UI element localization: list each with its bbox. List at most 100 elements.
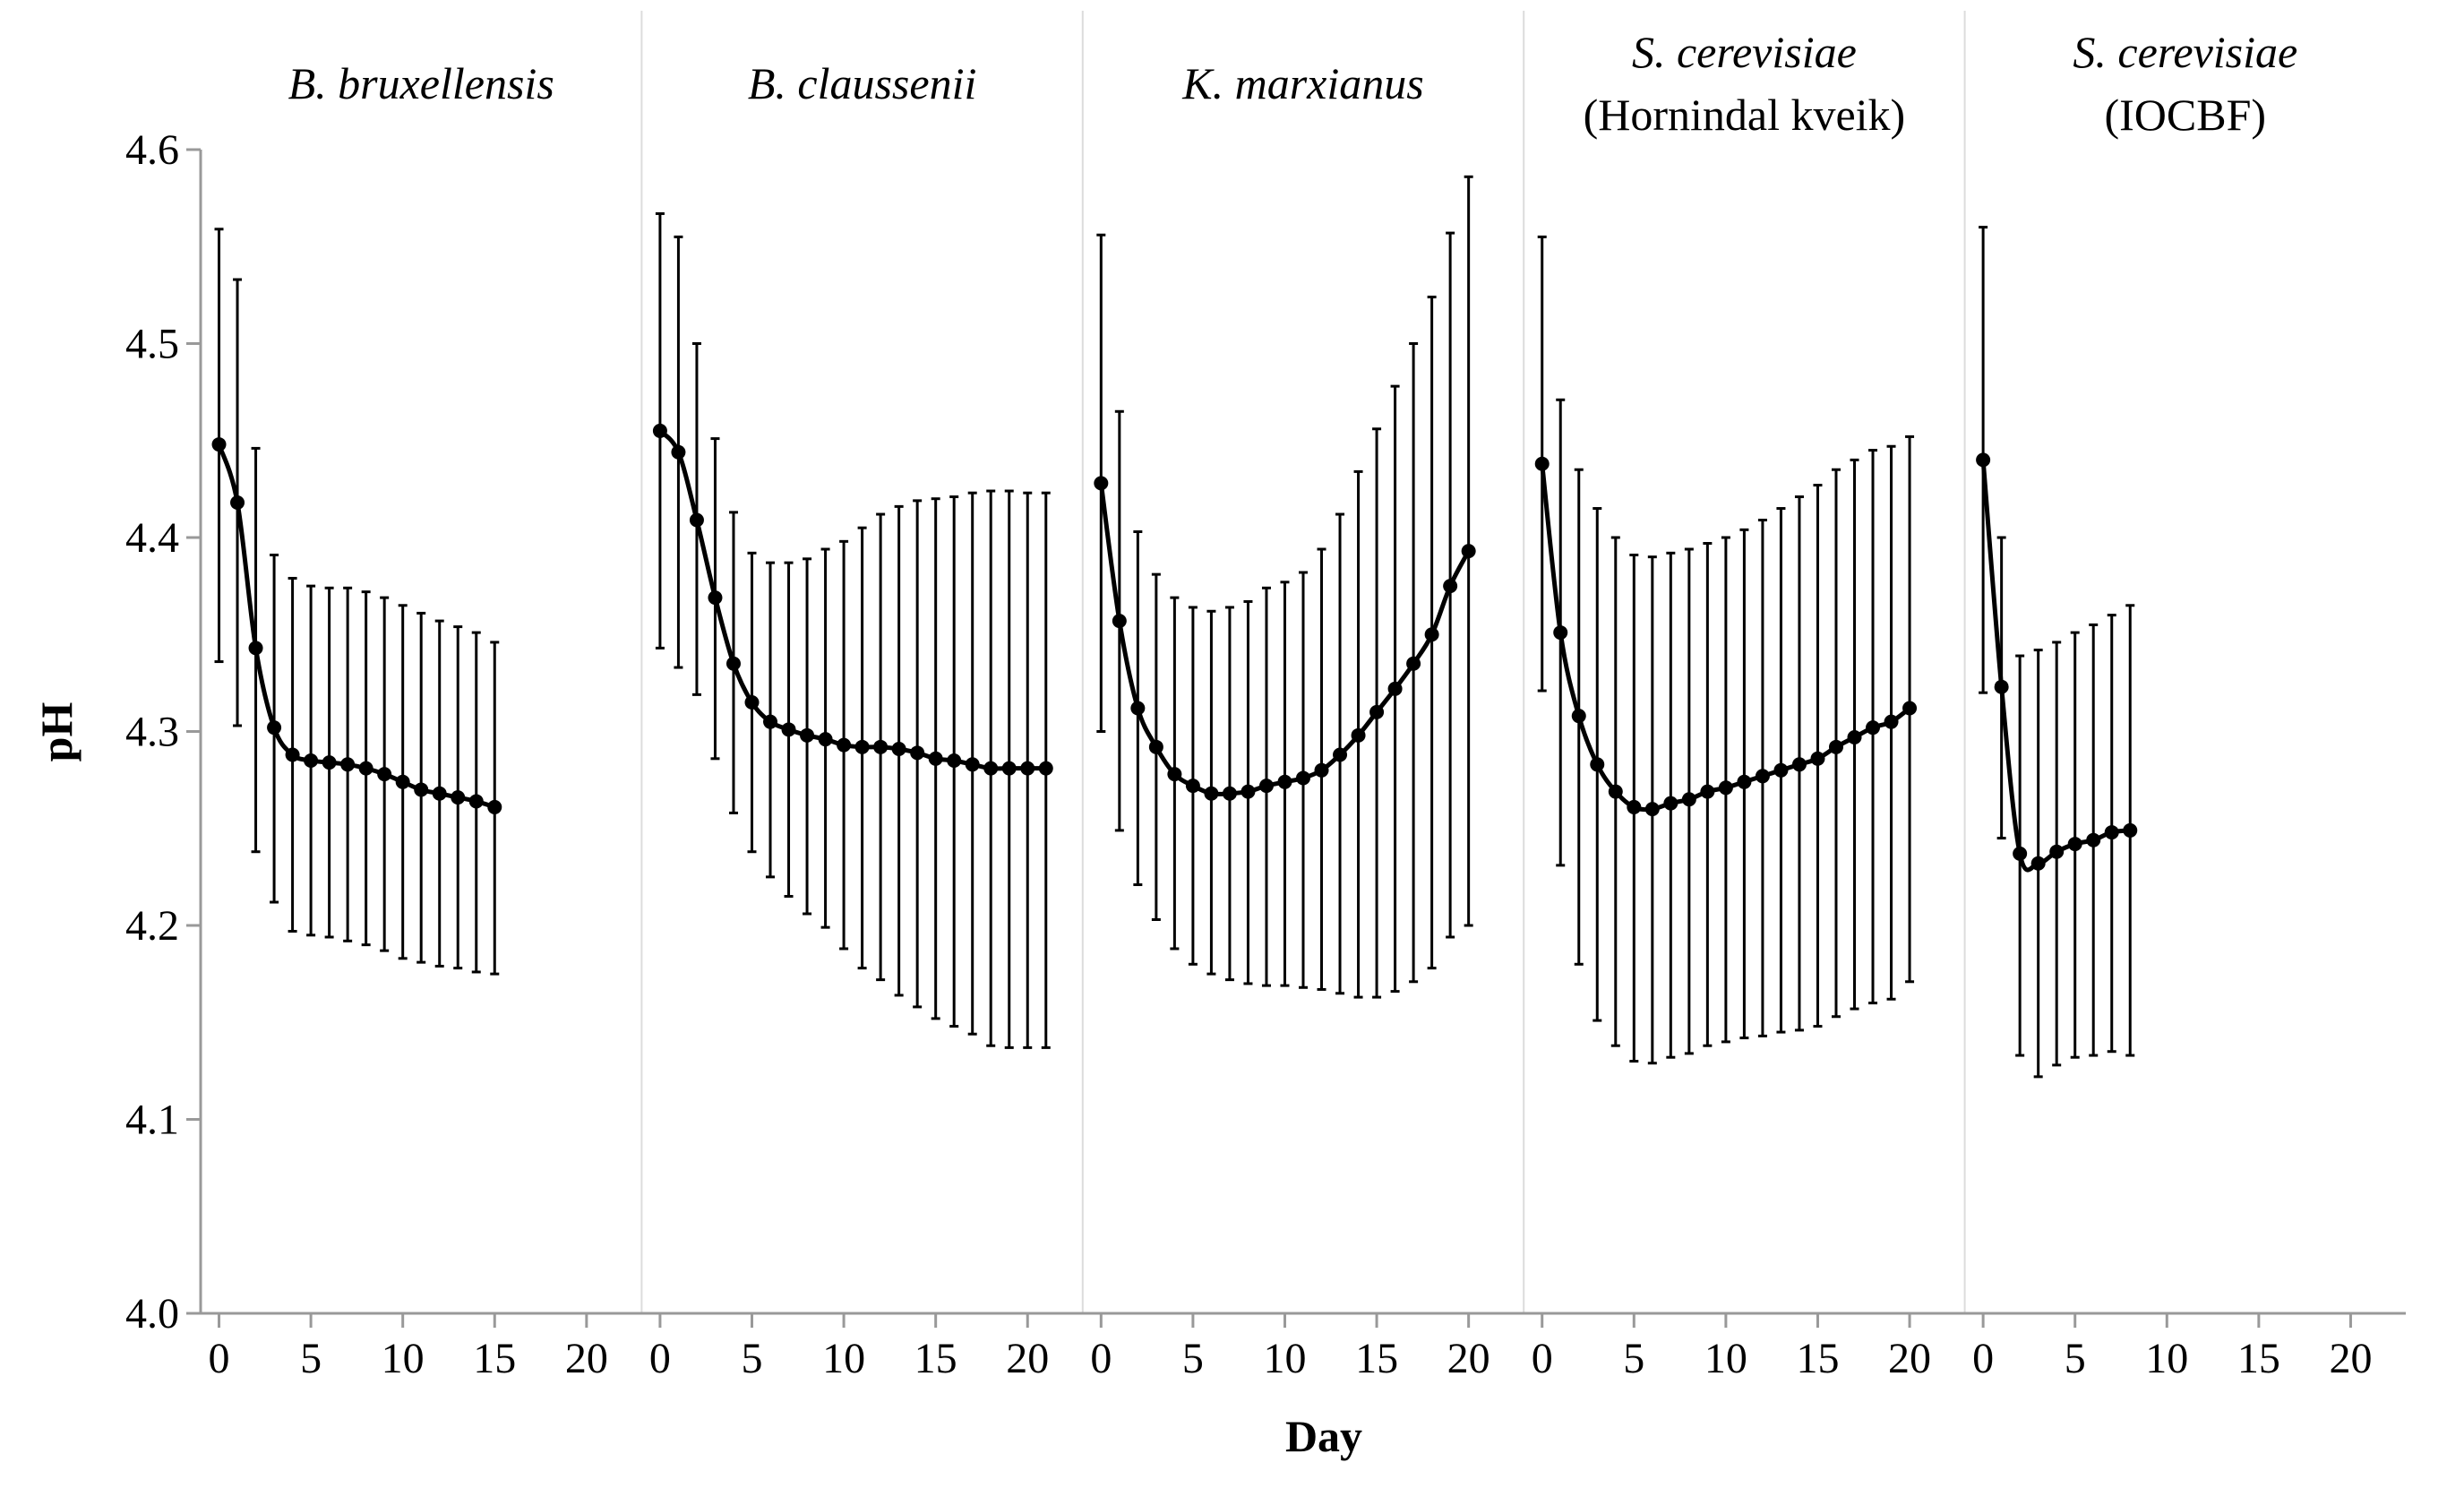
data-point bbox=[1810, 751, 1825, 766]
data-point bbox=[1681, 792, 1696, 807]
data-point bbox=[414, 782, 429, 797]
y-tick-label: 4.1 bbox=[125, 1097, 179, 1144]
x-tick-label: 10 bbox=[1704, 1335, 1747, 1382]
data-point bbox=[744, 695, 760, 710]
data-point bbox=[1627, 799, 1642, 814]
data-point bbox=[781, 722, 796, 737]
data-point bbox=[1534, 456, 1550, 471]
x-tick-label: 20 bbox=[1006, 1335, 1049, 1382]
x-tick-label: 20 bbox=[1447, 1335, 1490, 1382]
data-point bbox=[1185, 779, 1200, 794]
data-point bbox=[652, 423, 667, 438]
data-point bbox=[1406, 656, 1421, 671]
x-tick-label: 20 bbox=[1888, 1335, 1931, 1382]
data-point bbox=[800, 727, 815, 743]
x-tick-label: 15 bbox=[473, 1335, 516, 1382]
x-tick-label: 0 bbox=[209, 1335, 230, 1382]
panel-title: S. cerevisiae bbox=[1632, 27, 1857, 77]
panel: B. bruxellensis bbox=[211, 58, 554, 976]
panel-title: K. marxianus bbox=[1181, 58, 1423, 108]
data-point bbox=[1994, 679, 2009, 694]
panel: B. claussenii bbox=[652, 58, 1053, 1049]
x-tick-label: 15 bbox=[914, 1335, 957, 1382]
data-point bbox=[1258, 779, 1274, 794]
x-axis-title: Day bbox=[1285, 1411, 1362, 1461]
data-point bbox=[1571, 709, 1586, 724]
x-tick-label: 0 bbox=[1532, 1335, 1553, 1382]
data-point bbox=[725, 656, 741, 671]
data-point bbox=[358, 761, 373, 776]
x-axis: 0 5 10 15 20 0 5 10 15 20 0 5 10 15 20 0 5 10 15 20 0 5 10 15 20 bbox=[201, 1312, 2406, 1382]
data-point bbox=[1755, 769, 1770, 784]
data-point bbox=[708, 590, 723, 606]
data-point bbox=[285, 747, 300, 762]
panel: S. cerevisiae (IOCBF) bbox=[1976, 27, 2297, 1079]
x-tick-label: 15 bbox=[2237, 1335, 2280, 1382]
data-point bbox=[1663, 796, 1678, 811]
data-point bbox=[910, 745, 925, 761]
data-point bbox=[891, 741, 906, 756]
x-tick-label: 10 bbox=[382, 1335, 425, 1382]
data-point bbox=[1351, 727, 1366, 743]
series-line bbox=[217, 443, 496, 810]
data-point bbox=[340, 757, 356, 772]
data-point bbox=[1847, 729, 1862, 744]
data-point bbox=[763, 714, 778, 729]
data-point bbox=[2086, 832, 2101, 847]
data-point bbox=[947, 753, 962, 768]
data-point bbox=[487, 799, 502, 814]
data-point bbox=[1773, 762, 1789, 778]
data-point bbox=[1038, 761, 1053, 776]
y-tick-label: 4.0 bbox=[125, 1290, 179, 1338]
data-point bbox=[928, 751, 943, 766]
x-tick-label: 5 bbox=[742, 1335, 763, 1382]
x-tick-label: 0 bbox=[649, 1335, 671, 1382]
data-point bbox=[2104, 825, 2119, 840]
data-point bbox=[1644, 802, 1660, 817]
panel-subtitle: (Hornindal kveik) bbox=[1584, 90, 1906, 140]
data-point bbox=[2123, 822, 2138, 838]
data-point bbox=[1443, 579, 1458, 594]
x-tick-label: 5 bbox=[2065, 1335, 2086, 1382]
x-tick-label: 5 bbox=[1623, 1335, 1644, 1382]
data-point bbox=[395, 774, 410, 789]
x-tick-label: 20 bbox=[565, 1335, 608, 1382]
data-point bbox=[468, 794, 484, 809]
data-point bbox=[1718, 780, 1733, 796]
data-point bbox=[1553, 625, 1568, 641]
x-tick-label: 15 bbox=[1796, 1335, 1839, 1382]
data-point bbox=[1387, 681, 1403, 696]
data-point bbox=[1222, 786, 1237, 801]
data-point bbox=[1608, 784, 1623, 799]
data-point bbox=[1700, 784, 1715, 799]
x-tick-label: 10 bbox=[822, 1335, 865, 1382]
data-point bbox=[1167, 767, 1182, 782]
x-tick-label: 20 bbox=[2329, 1335, 2372, 1382]
data-point bbox=[1241, 784, 1256, 799]
panel-separators bbox=[640, 11, 1966, 1313]
y-tick-label: 4.5 bbox=[125, 321, 179, 368]
panel-title: B. claussenii bbox=[748, 58, 977, 108]
panel-title: B. bruxellensis bbox=[288, 58, 554, 108]
data-point bbox=[304, 753, 319, 768]
data-point bbox=[1130, 701, 1146, 716]
panel: K. marxianus bbox=[1094, 58, 1476, 999]
panel-subtitle: (IOCBF) bbox=[2105, 90, 2267, 140]
data-point bbox=[2067, 837, 2082, 852]
x-tick-label: 0 bbox=[1972, 1335, 1994, 1382]
y-axis-title: pH bbox=[31, 702, 82, 762]
data-point bbox=[2013, 846, 2028, 861]
data-point bbox=[211, 437, 227, 452]
data-point bbox=[1590, 757, 1605, 772]
data-point bbox=[451, 790, 466, 805]
data-point bbox=[2030, 856, 2046, 871]
panel: S. cerevisiae (Hornindal kveik) bbox=[1534, 27, 1918, 1065]
y-tick-label: 4.3 bbox=[125, 709, 179, 756]
data-point bbox=[377, 767, 392, 782]
data-point bbox=[1001, 761, 1017, 776]
data-point bbox=[965, 757, 980, 772]
data-point bbox=[267, 720, 282, 736]
data-point bbox=[322, 755, 337, 770]
data-point bbox=[1020, 761, 1035, 776]
data-point bbox=[837, 737, 852, 753]
